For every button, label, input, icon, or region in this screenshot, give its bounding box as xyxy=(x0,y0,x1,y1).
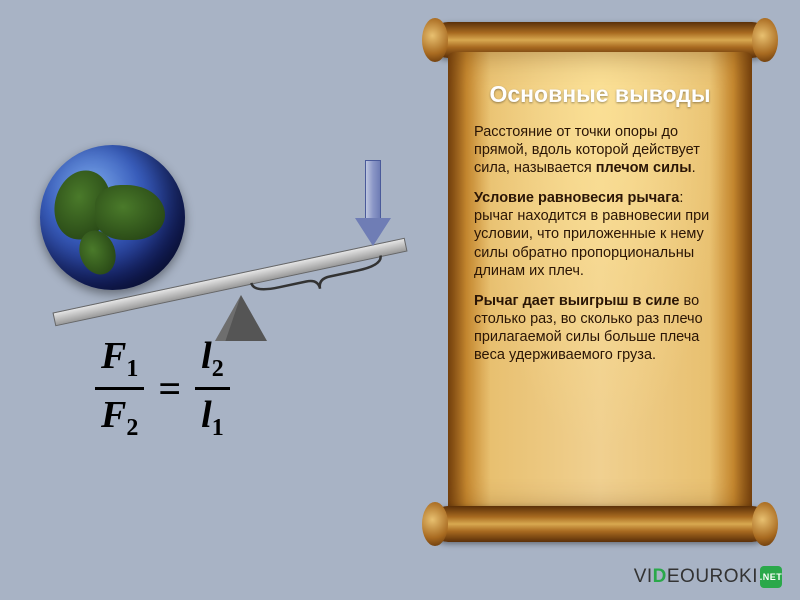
l1-var: l xyxy=(201,394,212,436)
l1-sub: 1 xyxy=(212,415,224,441)
F2-sub: 2 xyxy=(126,415,138,441)
F1-var: F xyxy=(101,335,126,377)
p3-bold: Рычаг дает выигрыш в силе xyxy=(474,293,680,309)
watermark-logo: VIDEOUROKI .NET xyxy=(634,566,782,588)
fraction-lhs: F1 F2 xyxy=(95,335,144,442)
F2-var: F xyxy=(101,394,126,436)
slide: F1 F2 = l2 l1 Основные выводы Расстояние… xyxy=(0,0,800,600)
p2-lead-post: : xyxy=(679,190,683,206)
globe-icon xyxy=(40,145,185,290)
scroll-roll-bottom-icon xyxy=(430,506,770,542)
F1-sub: 1 xyxy=(126,356,138,382)
force-arrow-icon xyxy=(359,160,387,250)
p2-body: рычаг находится в равновесии при условии… xyxy=(474,208,709,278)
para-equilibrium: Условие равновесия рычага: рычаг находит… xyxy=(474,189,726,280)
wm-vi: VI xyxy=(634,566,653,588)
p1-post: . xyxy=(692,160,696,176)
para-mechanical-advantage: Рычаг дает выигрыш в силе во столько раз… xyxy=(474,292,726,365)
scroll-content: Основные выводы Расстояние от точки опор… xyxy=(448,52,752,512)
scroll-panel: Основные выводы Расстояние от точки опор… xyxy=(430,22,770,542)
p2-lead-bold: Условие равновесия рычага xyxy=(474,190,679,206)
para-arm-definition: Расстояние от точки опоры до прямой, вдо… xyxy=(474,123,726,177)
wm-d: D xyxy=(653,566,667,588)
wm-rest: EOUROKI xyxy=(667,566,758,588)
l2-sub: 2 xyxy=(212,356,224,382)
wm-badge: .NET xyxy=(760,566,782,588)
lever-formula: F1 F2 = l2 l1 xyxy=(95,335,230,442)
p1-bold: плечом силы xyxy=(596,160,692,176)
l2-var: l xyxy=(201,335,212,377)
fraction-rhs: l2 l1 xyxy=(195,335,230,442)
scroll-title: Основные выводы xyxy=(474,80,726,109)
equals-sign: = xyxy=(158,365,181,412)
